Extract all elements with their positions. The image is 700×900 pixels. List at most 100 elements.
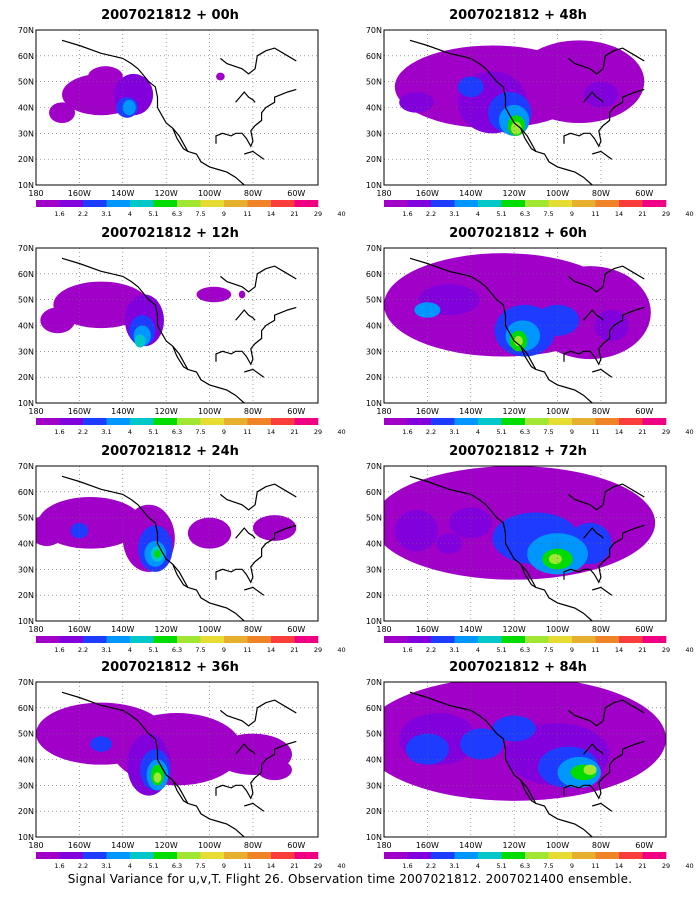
- colorbar-swatch: [384, 418, 408, 425]
- colorbar-label: 29: [662, 646, 670, 654]
- colorbar-label: 29: [314, 862, 322, 870]
- coastline: [220, 47, 297, 75]
- colorbar-swatch: [59, 636, 84, 643]
- map-frame: [35, 681, 319, 838]
- coastline: [563, 524, 645, 584]
- colorbar-swatch: [548, 200, 573, 207]
- colorbar-swatch: [501, 418, 526, 425]
- lat-tick-label: 30N: [18, 347, 34, 356]
- colorbar-swatch: [83, 636, 107, 643]
- lon-tick-label: 60W: [635, 407, 653, 416]
- colorbar-label: 11: [591, 646, 599, 654]
- panel-title: 2007021812 + 60h: [449, 226, 587, 241]
- lon-tick-label: 180: [376, 189, 391, 198]
- map-frame: [35, 465, 319, 622]
- colorbar-label: 5.1: [148, 862, 158, 870]
- coastline: [235, 743, 256, 755]
- colorbar-swatch: [294, 852, 319, 859]
- lat-tick-label: 70N: [18, 462, 34, 471]
- lat-tick-label: 50N: [366, 296, 382, 305]
- colorbar-label: 40: [337, 428, 345, 436]
- map-panel: 2007021812 + 72h 10N 20N 30N 40N 50N 60N 70N 180…: [366, 444, 694, 664]
- variance-contour: [154, 549, 161, 558]
- lon-tick-label: 120W: [503, 841, 526, 850]
- lon-tick-label: 120W: [155, 407, 178, 416]
- colorbar-label: 1.6: [402, 428, 412, 436]
- colorbar-label: 3.1: [101, 210, 111, 218]
- colorbar-label: 7.5: [543, 210, 553, 218]
- colorbar-label: 9: [222, 210, 226, 218]
- colorbar-swatch: [454, 418, 479, 425]
- coastline: [592, 586, 613, 596]
- lat-tick-label: 10N: [366, 399, 382, 408]
- lat-tick-label: 70N: [366, 244, 382, 253]
- coastline: [215, 306, 297, 366]
- colorbar-label: 21: [290, 862, 298, 870]
- colorbar-swatch: [431, 418, 455, 425]
- colorbar-label: 1.6: [402, 862, 412, 870]
- map-frame: [383, 29, 667, 186]
- lon-tick-label: 100W: [546, 189, 569, 198]
- colorbar-label: 3.1: [449, 428, 459, 436]
- colorbar-label: 7.5: [195, 210, 205, 218]
- colorbar-swatch: [177, 636, 201, 643]
- colorbar-swatch: [83, 200, 107, 207]
- colorbar-label: 9: [570, 862, 574, 870]
- lat-tick-label: 50N: [366, 514, 382, 523]
- lon-tick-label: 120W: [503, 189, 526, 198]
- colorbar-swatch: [501, 852, 526, 859]
- lat-tick-label: 60N: [18, 52, 34, 61]
- colorbar-swatch: [59, 418, 84, 425]
- colorbar-label: 40: [337, 646, 345, 654]
- colorbar-swatch: [642, 418, 667, 425]
- colorbar-swatch: [454, 852, 479, 859]
- colorbar-label: 5.1: [496, 862, 506, 870]
- colorbar-label: 14: [267, 862, 275, 870]
- colorbar-swatch: [271, 852, 295, 859]
- lat-tick-label: 10N: [366, 833, 382, 842]
- colorbar-swatch: [642, 200, 667, 207]
- lon-tick-label: 180: [28, 407, 43, 416]
- colorbar-swatch: [595, 852, 620, 859]
- colorbar-label: 4: [476, 210, 480, 218]
- lon-tick-label: 160W: [416, 625, 439, 634]
- variance-contour: [257, 759, 292, 781]
- colorbar-label: 3.1: [101, 646, 111, 654]
- colorbar-label: 4: [128, 646, 132, 654]
- colorbar-swatch: [36, 418, 60, 425]
- colorbar-label: 3.1: [449, 646, 459, 654]
- colorbar-label: 7.5: [543, 646, 553, 654]
- colorbar-swatch: [384, 852, 408, 859]
- map-frame: [35, 247, 319, 404]
- lat-tick-label: 40N: [18, 540, 34, 549]
- lon-tick-label: 60W: [287, 625, 305, 634]
- colorbar-label: 40: [337, 862, 345, 870]
- colorbar-label: 9: [570, 646, 574, 654]
- colorbar-label: 6.3: [520, 210, 530, 218]
- variance-contour: [53, 281, 149, 329]
- colorbar-label: 2.2: [78, 862, 88, 870]
- colorbar-swatch: [106, 636, 131, 643]
- colorbar-swatch: [525, 418, 549, 425]
- lat-tick-label: 20N: [18, 155, 34, 164]
- variance-contour: [38, 497, 143, 549]
- colorbar-swatch: [130, 636, 154, 643]
- coastline: [244, 368, 265, 378]
- lat-tick-label: 10N: [18, 181, 34, 190]
- colorbar-label: 14: [615, 646, 623, 654]
- colorbar-label: 29: [662, 862, 670, 870]
- variance-contour: [436, 533, 463, 554]
- lon-tick-label: 80W: [244, 189, 262, 198]
- lat-tick-label: 60N: [18, 270, 34, 279]
- colorbar-swatch: [130, 418, 154, 425]
- variance-contour: [514, 335, 523, 347]
- colorbar-label: 29: [662, 428, 670, 436]
- colorbar-label: 1.6: [402, 646, 412, 654]
- lon-tick-label: 120W: [155, 625, 178, 634]
- variance-contour: [216, 72, 225, 81]
- colorbar-label: 29: [662, 210, 670, 218]
- lon-tick-label: 80W: [592, 841, 610, 850]
- colorbar-label: 6.3: [172, 428, 182, 436]
- colorbar-swatch: [619, 200, 643, 207]
- map-panel: 2007021812 + 60h 10N 20N 30N 40N 50N 60N 70N 180…: [366, 226, 694, 446]
